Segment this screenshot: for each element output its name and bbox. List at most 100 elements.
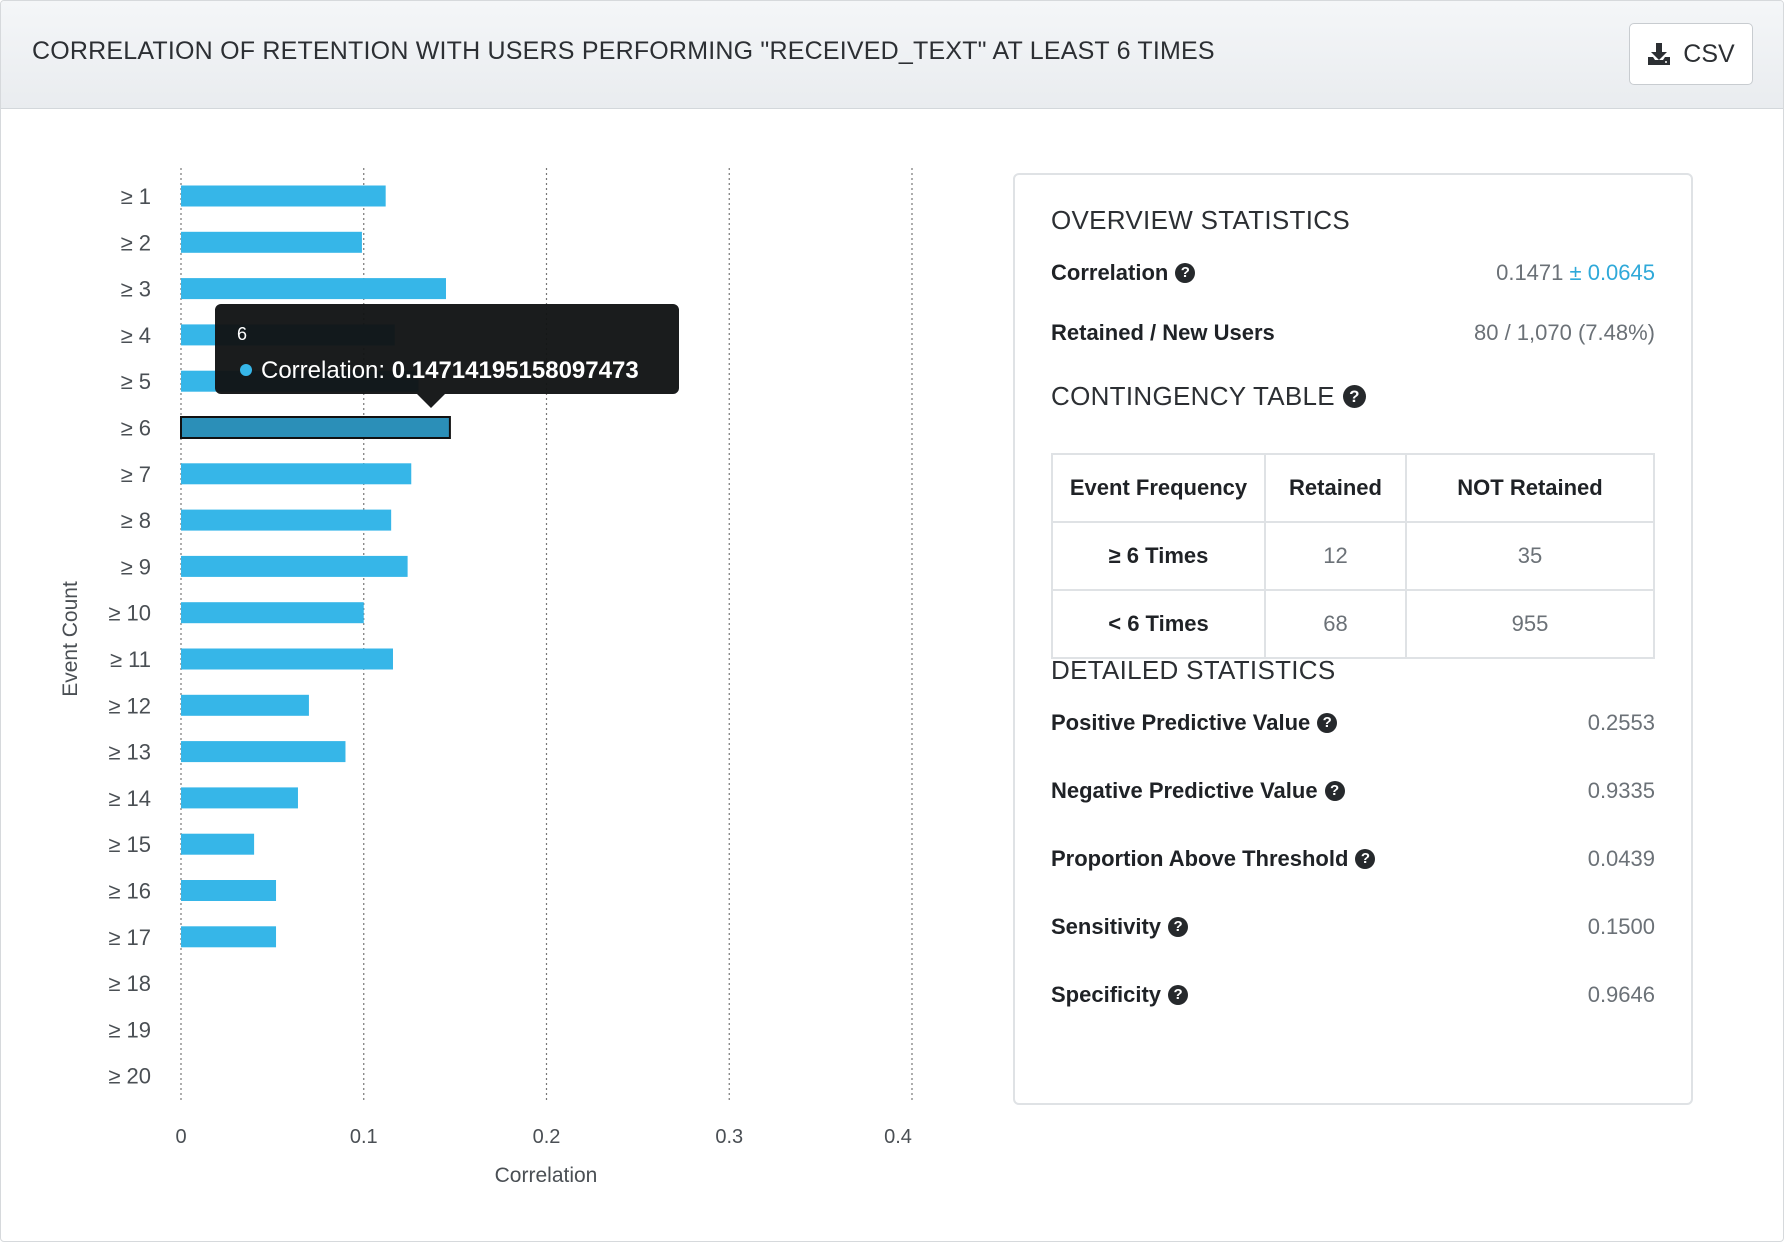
y-tick-label: ≥ 10 (108, 601, 151, 626)
y-tick-label: ≥ 17 (108, 925, 151, 950)
bar[interactable] (181, 880, 277, 901)
detail-label: Proportion Above Threshold ? (1051, 846, 1376, 872)
detail-row-ppv: Positive Predictive Value ? 0.2553 (1051, 707, 1655, 739)
overview-title-text: OVERVIEW STATISTICS (1051, 205, 1350, 235)
detail-label-text: Sensitivity (1051, 914, 1162, 939)
y-tick-label: ≥ 16 (108, 879, 151, 904)
correlation-label: Correlation ? (1051, 260, 1196, 286)
correlation-value: 0.1471 ± 0.0645 (1496, 260, 1655, 286)
contingency-title: CONTINGENCY TABLE ? (1051, 381, 1366, 412)
y-tick-label: ≥ 14 (108, 786, 151, 811)
bar[interactable] (181, 509, 392, 531)
correlation-value-text: 0.1471 (1496, 260, 1564, 285)
x-tick-label: 0.3 (715, 1126, 743, 1148)
detail-row-proportion: Proportion Above Threshold ? 0.0439 (1051, 843, 1655, 875)
bar[interactable] (181, 278, 446, 300)
table-row: < 6 Times 68 955 (1051, 589, 1655, 659)
y-tick-label: ≥ 2 (121, 230, 151, 255)
y-tick-label: ≥ 4 (121, 323, 151, 348)
y-tick-label: ≥ 6 (121, 416, 151, 441)
bar[interactable] (181, 833, 255, 855)
detail-row-specificity: Specificity ? 0.9646 (1051, 979, 1655, 1011)
csv-download-button[interactable]: CSV (1629, 23, 1753, 85)
tooltip-title: 6 (237, 324, 247, 344)
question-circle-icon[interactable]: ? (1355, 849, 1376, 869)
tooltip-background (215, 304, 679, 408)
question-circle-icon[interactable]: ? (1317, 713, 1338, 733)
y-tick-label: ≥ 15 (108, 832, 151, 857)
tooltip-series-dot (240, 364, 252, 376)
column-header: Retained (1264, 453, 1407, 523)
table-cell: 12 (1264, 521, 1407, 591)
bar[interactable] (181, 463, 412, 485)
detailed-title: DETAILED STATISTICS (1051, 655, 1336, 686)
detail-value: 0.9335 (1587, 778, 1655, 803)
detail-label: Negative Predictive Value ? (1051, 778, 1345, 804)
question-circle-icon[interactable]: ? (1168, 917, 1189, 937)
y-tick-label: ≥ 5 (121, 369, 151, 394)
table-cell: 955 (1405, 589, 1655, 659)
table-header-row: Event Frequency Retained NOT Retained (1051, 453, 1655, 523)
y-tick-label: ≥ 12 (108, 693, 151, 718)
detail-value: 0.2553 (1587, 710, 1655, 735)
bar[interactable] (181, 694, 309, 716)
correlation-error-text: ± 0.0645 (1569, 260, 1655, 285)
question-circle-icon[interactable]: ? (1175, 263, 1196, 283)
download-icon (1648, 43, 1671, 65)
bar[interactable] (181, 231, 362, 253)
correlation-row: Correlation ? 0.1471 ± 0.0645 (1051, 257, 1655, 289)
bar[interactable] (181, 648, 393, 670)
y-tick-label: ≥ 20 (108, 1064, 151, 1089)
detail-row-npv: Negative Predictive Value ? 0.9335 (1051, 775, 1655, 807)
retained-row: Retained / New Users 80 / 1,070 (7.48%) (1051, 317, 1655, 349)
bar[interactable] (181, 555, 408, 577)
detail-value: 0.9646 (1587, 982, 1655, 1007)
card-title: CORRELATION OF RETENTION WITH USERS PERF… (32, 37, 1215, 65)
detail-label: Specificity ? (1051, 982, 1189, 1008)
question-circle-icon[interactable]: ? (1168, 985, 1189, 1005)
detail-label: Sensitivity ? (1051, 914, 1189, 940)
bar[interactable] (181, 926, 277, 948)
card-header: CORRELATION OF RETENTION WITH USERS PERF… (1, 1, 1783, 109)
detail-label-text: Proportion Above Threshold (1051, 846, 1349, 871)
detail-label-text: Negative Predictive Value (1051, 778, 1318, 803)
detail-value: 0.1500 (1587, 914, 1655, 939)
y-tick-label: ≥ 9 (121, 554, 151, 579)
tooltip-value: 0.14714195158097473 (392, 357, 639, 384)
detail-label-text: Positive Predictive Value (1051, 710, 1311, 735)
table-row: ≥ 6 Times 12 35 (1051, 521, 1655, 591)
overview-title: OVERVIEW STATISTICS (1051, 205, 1350, 236)
x-axis-title: Correlation (495, 1164, 598, 1187)
x-tick-label: 0.2 (533, 1126, 561, 1148)
column-header: Event Frequency (1051, 453, 1266, 523)
csv-button-label: CSV (1683, 39, 1735, 68)
statistics-panel: OVERVIEW STATISTICS Correlation ? 0.1471… (1013, 173, 1693, 1105)
bar[interactable] (181, 741, 346, 763)
correlation-bar-chart: ≥ 1 ≥ 2 ≥ 3 ≥ 4 ≥ 5 ≥ 6 ≥ 7 ≥ 8 ≥ 9 ≥ 10 ≥ 11 ≥ 12 ≥… (1, 108, 991, 1241)
table-cell: 35 (1405, 521, 1655, 591)
retained-label: Retained / New Users (1051, 320, 1275, 345)
bar[interactable] (180, 416, 451, 439)
bar[interactable] (181, 185, 386, 207)
x-tick-label: 0.4 (884, 1126, 912, 1148)
table-cell: 68 (1264, 589, 1407, 659)
chart-svg: ≥ 1 ≥ 2 ≥ 3 ≥ 4 ≥ 5 ≥ 6 ≥ 7 ≥ 8 ≥ 9 ≥ 10 ≥ 11 ≥ 12 ≥… (59, 168, 913, 1187)
question-circle-icon[interactable]: ? (1342, 385, 1366, 408)
detail-label: Positive Predictive Value ? (1051, 710, 1338, 736)
y-tick-label: ≥ 3 (121, 277, 151, 302)
y-tick-label: ≥ 19 (108, 1017, 151, 1042)
retained-value: 80 / 1,070 (7.48%) (1473, 320, 1655, 345)
bar[interactable] (181, 602, 364, 624)
detail-row-sensitivity: Sensitivity ? 0.1500 (1051, 911, 1655, 943)
y-tick-label: ≥ 8 (121, 508, 151, 533)
tooltip-value-line: Correlation: 0.14714195158097473 (261, 357, 639, 384)
detail-value: 0.0439 (1587, 846, 1655, 871)
question-circle-icon[interactable]: ? (1324, 781, 1345, 801)
bar[interactable] (181, 787, 298, 809)
x-tick-label: 0.1 (350, 1126, 378, 1148)
row-header: ≥ 6 Times (1051, 521, 1266, 591)
y-tick-label: ≥ 1 (121, 184, 151, 209)
y-axis-title: Event Count (59, 581, 82, 697)
detailed-title-text: DETAILED STATISTICS (1051, 655, 1336, 685)
